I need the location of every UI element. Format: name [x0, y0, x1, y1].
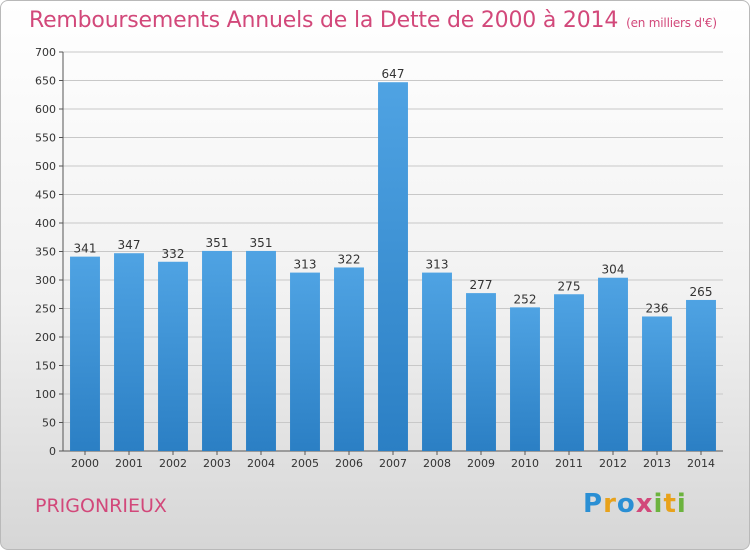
- x-tick-label-2003: 2003: [203, 457, 231, 470]
- x-tick-label-2002: 2002: [159, 457, 187, 470]
- bar-2002: [158, 261, 188, 451]
- x-tick-label-2008: 2008: [423, 457, 451, 470]
- place-name: PRIGONRIEUX: [35, 495, 167, 517]
- chart-unit: (en milliers d'€): [626, 16, 717, 30]
- y-tick-label: 600: [35, 103, 56, 116]
- y-tick-label: 250: [35, 303, 56, 316]
- value-label-2008: 313: [426, 258, 449, 272]
- x-tick-label-2006: 2006: [335, 457, 363, 470]
- y-tick-label: 550: [35, 132, 56, 145]
- value-label-2000: 341: [74, 242, 97, 256]
- x-tick-label-2001: 2001: [115, 457, 143, 470]
- logo-letter: i: [653, 489, 664, 519]
- logo-letter: P: [583, 489, 604, 519]
- bar-2007: [378, 82, 408, 452]
- bar-2006: [334, 267, 364, 451]
- x-tick-label-2012: 2012: [599, 457, 627, 470]
- bar-2011: [554, 294, 584, 451]
- y-tick-label: 200: [35, 331, 56, 344]
- y-tick-label: 650: [35, 75, 56, 88]
- y-tick-label: 100: [35, 388, 56, 401]
- y-tick-label: 400: [35, 217, 56, 230]
- bar-2005: [290, 272, 320, 451]
- y-tick-label: 350: [35, 246, 56, 259]
- x-tick-label-2011: 2011: [555, 457, 583, 470]
- logo-letter: r: [603, 489, 617, 519]
- x-tick-label-2013: 2013: [643, 457, 671, 470]
- y-tick-label: 300: [35, 274, 56, 287]
- y-tick-label: 700: [35, 46, 56, 59]
- y-tick-label: 150: [35, 360, 56, 373]
- bar-2003: [202, 250, 232, 451]
- chart-title: Remboursements Annuels de la Dette de 20…: [29, 8, 717, 33]
- logo-letter: t: [663, 489, 677, 519]
- bar-2008: [422, 272, 452, 451]
- bar-2009: [466, 293, 496, 451]
- bar-2013: [642, 316, 672, 451]
- value-label-2012: 304: [602, 263, 625, 277]
- x-tick-label-2007: 2007: [379, 457, 407, 470]
- value-label-2003: 351: [206, 236, 229, 250]
- x-tick-label-2009: 2009: [467, 457, 495, 470]
- y-tick-label: 450: [35, 189, 56, 202]
- value-label-2010: 252: [514, 292, 537, 306]
- value-label-2011: 275: [558, 279, 581, 293]
- y-tick-label: 0: [49, 445, 56, 458]
- value-label-2004: 351: [250, 236, 273, 250]
- x-tick-label-2004: 2004: [247, 457, 275, 470]
- proxiti-logo: Proxiti: [583, 489, 687, 519]
- value-label-2009: 277: [470, 278, 493, 292]
- value-label-2001: 347: [118, 238, 141, 252]
- bar-2001: [114, 253, 144, 451]
- bar-2010: [510, 307, 540, 451]
- x-tick-label-2010: 2010: [511, 457, 539, 470]
- value-label-2005: 313: [294, 258, 317, 272]
- bar-2000: [70, 256, 100, 451]
- logo-letter: x: [635, 489, 654, 519]
- value-label-2002: 332: [162, 247, 185, 261]
- y-tick-label: 50: [42, 417, 56, 430]
- bar-2012: [598, 277, 628, 451]
- bar-2014: [686, 299, 716, 451]
- logo-letter: i: [676, 489, 687, 519]
- value-label-2007: 647: [382, 67, 405, 81]
- value-label-2014: 265: [690, 285, 713, 299]
- y-tick-label: 500: [35, 160, 56, 173]
- bar-2004: [246, 250, 276, 451]
- x-tick-label-2014: 2014: [687, 457, 715, 470]
- x-tick-label-2005: 2005: [291, 457, 319, 470]
- chart-title-text: Remboursements Annuels de la Dette de 20…: [29, 8, 619, 33]
- value-label-2006: 322: [338, 252, 361, 266]
- x-tick-label-2000: 2000: [71, 457, 99, 470]
- logo-letter: o: [616, 489, 636, 519]
- bars: [70, 82, 716, 452]
- labels: 0 50 100 150 200 250 300 350 400 450 500 550 600 650 7…: [35, 46, 715, 470]
- value-label-2013: 236: [646, 301, 669, 315]
